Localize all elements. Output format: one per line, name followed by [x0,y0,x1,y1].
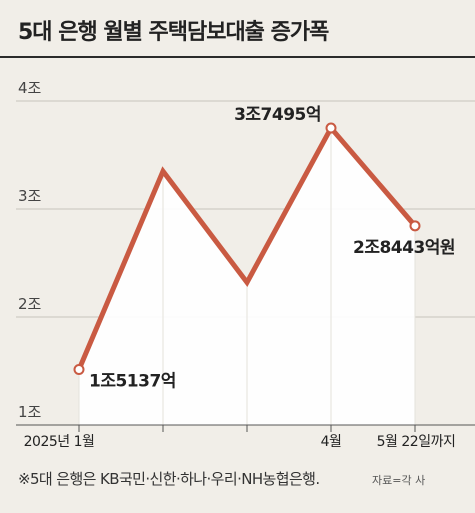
x-grid-layer [78,128,416,425]
chart-title: 5대 은행 월별 주택담보대출 증가폭 [18,20,329,45]
source-note: 자료=각 사 [372,474,426,487]
marker-layer [73,122,421,376]
y-tick-label: 4조 [18,79,42,97]
data-point-marker [325,122,337,134]
series-line [76,123,418,373]
y-tick-label: 2조 [18,295,42,313]
data-point-marker [73,364,85,376]
x-tick-label: 2025년 1월 [24,434,95,450]
line-layer [76,123,418,373]
y-tick-label: 1조 [18,403,42,421]
data-point-marker [409,220,421,232]
title-divider [0,56,475,58]
data-label: 3조7495억 [234,105,321,125]
x-tick-label: 5월 22일까지 [377,434,456,450]
data-label: 1조5137억 [89,372,176,392]
footnote: ※5대 은행은 KB국민·신한·하나·우리·NH농협은행. [18,470,320,488]
axis-layer: 2025년 1월 4월 5월 22일까지 [16,424,475,450]
y-tick-label: 3조 [18,187,42,205]
x-tick-label: 4월 [321,434,342,450]
label-layer: 1조5137억 3조7495억 2조8443억원 [89,105,456,392]
data-label: 2조8443억원 [353,238,455,258]
